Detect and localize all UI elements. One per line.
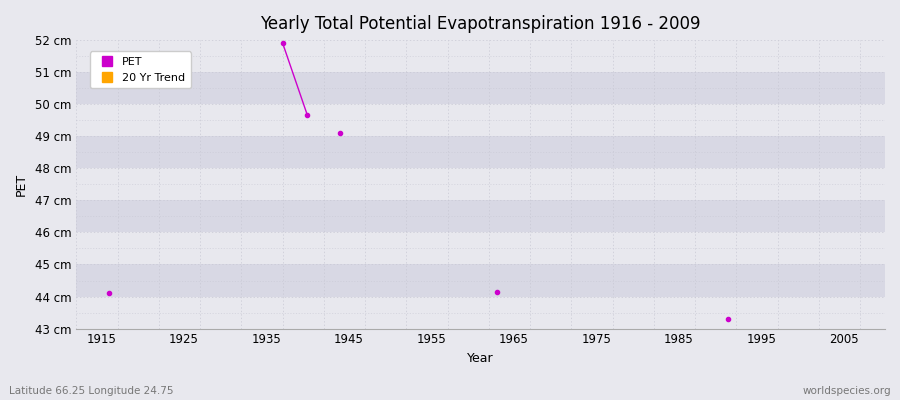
Bar	[76, 40, 885, 72]
Bar	[76, 232, 885, 264]
Y-axis label: PET: PET	[15, 173, 28, 196]
Title: Yearly Total Potential Evapotranspiration 1916 - 2009: Yearly Total Potential Evapotranspiratio…	[260, 15, 701, 33]
Text: Latitude 66.25 Longitude 24.75: Latitude 66.25 Longitude 24.75	[9, 386, 174, 396]
Bar	[76, 104, 885, 136]
Bar	[76, 72, 885, 104]
Legend: PET, 20 Yr Trend: PET, 20 Yr Trend	[90, 52, 191, 88]
Text: worldspecies.org: worldspecies.org	[803, 386, 891, 396]
Bar	[76, 136, 885, 168]
Bar	[76, 296, 885, 328]
X-axis label: Year: Year	[467, 352, 494, 365]
Bar	[76, 168, 885, 200]
Bar	[76, 200, 885, 232]
Bar	[76, 264, 885, 296]
